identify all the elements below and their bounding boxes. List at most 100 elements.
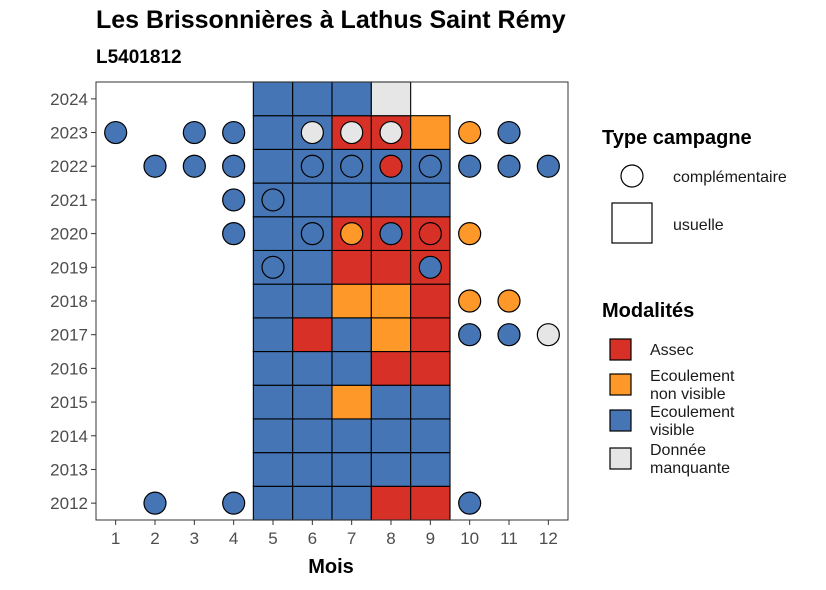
usuelle-cell-2021-7: [331, 182, 372, 218]
complementaire-point-2023-6: [300, 120, 324, 145]
usuelle-cell-2016-9: [410, 350, 451, 386]
complementaire-point-2020-10: [458, 222, 482, 246]
usuelle-cell-2018-9: [410, 283, 451, 319]
usuelle-cell-2017-8: [370, 317, 412, 353]
x-tick-label: 9: [426, 529, 435, 548]
complementaire-point-2020-4: [222, 222, 246, 246]
usuelle-cell-2021-9: [410, 182, 451, 218]
complementaire-point-2022-9: [418, 154, 442, 178]
x-tick-label: 5: [268, 529, 277, 548]
x-axis-label: Mois: [308, 556, 354, 578]
usuelle-cell-2016-6: [292, 350, 333, 386]
y-tick-label: 2020: [50, 225, 88, 244]
y-tick-label: 2024: [50, 90, 88, 109]
usuelle-cell-2013-7: [331, 452, 372, 487]
complementaire-point-2022-3: [182, 154, 206, 178]
y-tick-label: 2013: [50, 460, 88, 479]
y-tick-label: 2017: [50, 326, 88, 345]
usuelle-cell-2014-8: [370, 418, 412, 454]
y-tick-label: 2018: [50, 292, 88, 311]
legend-label-3-1: manquante: [650, 460, 730, 477]
usuelle-cell-2015-5: [252, 384, 294, 420]
legend-key-0: [609, 338, 632, 361]
usuelle-cell-2014-9: [410, 418, 451, 454]
legend-usuelle-label: usuelle: [673, 217, 724, 234]
legend-label-2-0: Ecoulement: [650, 404, 735, 421]
complementaire-point-2023-3: [182, 120, 206, 145]
complementaire-point-2023-11: [497, 120, 521, 145]
complementaire-point-2022-7: [340, 154, 364, 178]
usuelle-cell-2023-9: [410, 115, 451, 150]
usuelle-cell-2015-7: [331, 384, 372, 420]
complementaire-point-2022-12: [536, 154, 560, 178]
complementaire-point-2017-10: [458, 323, 482, 347]
usuelle-cell-2013-6: [292, 452, 333, 487]
y-tick-label: 2019: [50, 258, 88, 277]
complementaire-point-2022-8: [379, 154, 403, 178]
complementaire-point-2020-8: [379, 222, 403, 246]
usuelle-cell-2019-8: [370, 249, 412, 285]
usuelle-cell-2013-5: [252, 452, 294, 487]
y-tick-label: 2015: [50, 393, 88, 412]
complementaire-point-2020-9: [418, 222, 442, 246]
x-tick-label: 8: [386, 529, 395, 548]
legend-label-1-1: non visible: [650, 386, 726, 403]
usuelle-cell-2018-7: [331, 283, 372, 319]
complementaire-point-2022-4: [222, 154, 246, 178]
x-tick-label: 3: [190, 529, 199, 548]
x-tick-label: 10: [460, 529, 479, 548]
complementaire-point-2022-2: [143, 154, 167, 178]
complementaire-point-2021-4: [222, 188, 246, 212]
complementaire-point-2012-2: [143, 491, 167, 515]
usuelle-cell-2012-6: [292, 485, 333, 521]
complementaire-point-2023-8: [379, 120, 403, 145]
complementaire-point-2012-10: [458, 491, 482, 515]
usuelle-cell-2020-5: [252, 216, 294, 252]
usuelle-cell-2019-6: [292, 249, 333, 285]
legend-label-0-0: Assec: [650, 342, 694, 359]
x-tick-label: 12: [539, 529, 558, 548]
usuelle-cell-2021-8: [370, 182, 412, 218]
legend-key-2: [609, 409, 632, 432]
usuelle-cell-2014-7: [331, 418, 372, 454]
chart-subtitle: L5401812: [96, 47, 182, 68]
usuelle-cell-2017-7: [331, 317, 372, 353]
complementaire-point-2018-10: [458, 289, 482, 313]
usuelle-cell-2022-5: [252, 148, 294, 184]
usuelle-cell-2012-7: [331, 485, 372, 521]
usuelle-cell-2012-9: [410, 485, 451, 521]
legend-label-3-0: Donnée: [650, 442, 706, 459]
legend-complementaire-label: complémentaire: [673, 169, 787, 186]
x-tick-label: 4: [229, 529, 238, 548]
complementaire-point-2023-4: [222, 120, 246, 145]
legend-type-title: Type campagne: [602, 127, 752, 149]
x-tick-label: 6: [308, 529, 317, 548]
complementaire-point-2022-10: [458, 154, 482, 178]
usuelle-cell-2015-6: [292, 384, 333, 420]
complementaire-point-2023-1: [104, 120, 128, 145]
complementaire-point-2017-11: [497, 323, 521, 347]
legend-usuelle-key: [611, 202, 653, 244]
usuelle-cell-2016-8: [370, 350, 412, 386]
complementaire-point-2019-5: [261, 255, 285, 279]
usuelle-cell-2018-5: [252, 283, 294, 319]
complementaire-point-2022-11: [497, 154, 521, 178]
y-tick-label: 2012: [50, 494, 88, 513]
legend-label-1-0: Ecoulement: [650, 368, 735, 385]
complementaire-point-2021-5: [261, 188, 285, 212]
complementaire-point-2022-6: [300, 154, 324, 178]
usuelle-cell-2013-8: [370, 452, 412, 487]
legend-label-2-1: visible: [650, 422, 695, 439]
usuelle-cell-2012-5: [252, 485, 294, 521]
y-tick-label: 2021: [50, 191, 88, 210]
x-tick-label: 2: [150, 529, 159, 548]
complementaire-point-2019-9: [418, 255, 442, 279]
usuelle-cell-2017-5: [252, 317, 294, 353]
complementaire-point-2018-11: [497, 289, 521, 313]
usuelle-cell-2023-5: [252, 115, 294, 150]
usuelle-cell-2012-8: [370, 485, 412, 521]
complementaire-point-2020-6: [300, 222, 324, 246]
complementaire-point-2023-7: [340, 120, 364, 145]
usuelle-cell-2017-9: [410, 317, 451, 353]
